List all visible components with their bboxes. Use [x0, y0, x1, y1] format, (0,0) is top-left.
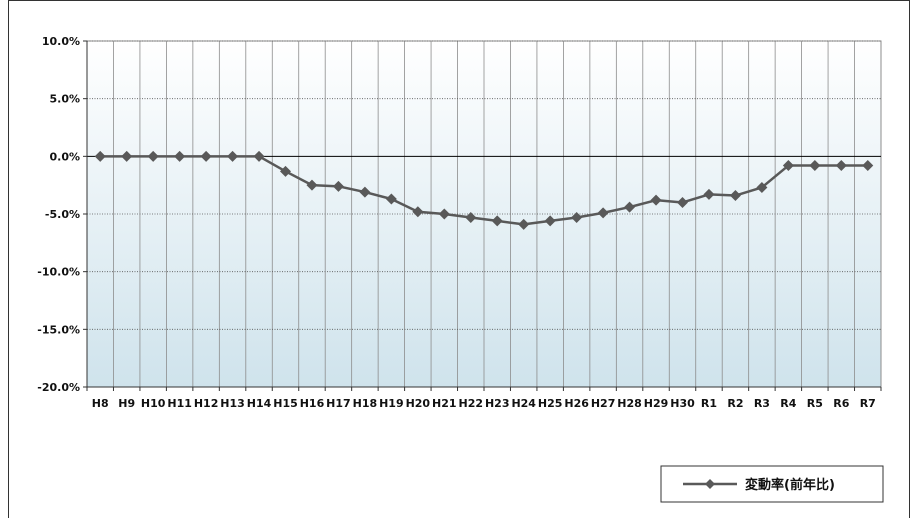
x-tick-label: H9 — [118, 397, 135, 410]
data-point — [703, 188, 715, 200]
x-tick-label: R2 — [727, 397, 743, 410]
legend-marker — [705, 479, 715, 489]
y-tick-label: -20.0% — [37, 381, 80, 394]
x-tick-label: H28 — [617, 397, 642, 410]
x-tick-label: H13 — [220, 397, 245, 410]
x-tick-label: H10 — [141, 397, 166, 410]
x-tick-label: R4 — [780, 397, 796, 410]
x-tick-label: R5 — [807, 397, 823, 410]
x-tick-label: H30 — [670, 397, 695, 410]
data-point — [756, 181, 768, 193]
data-point — [544, 215, 556, 227]
x-tick-label: H26 — [564, 397, 589, 410]
x-tick-label: H18 — [353, 397, 378, 410]
data-point — [332, 180, 344, 192]
data-point — [571, 211, 583, 223]
x-tick-label: H8 — [92, 397, 109, 410]
data-point — [835, 160, 847, 172]
x-tick-label: H20 — [406, 397, 431, 410]
data-point — [306, 179, 318, 191]
data-point — [491, 215, 503, 227]
data-point — [280, 165, 291, 177]
y-tick-label: -10.0% — [37, 266, 80, 279]
data-point — [677, 196, 688, 208]
y-tick-label: 0.0% — [49, 150, 80, 163]
y-axis: 10.0% 5.0% 0.0% -5.0% -10.0% -15.0% -20.0% — [37, 35, 88, 394]
data-point — [650, 194, 662, 206]
x-tick-label: H23 — [485, 397, 510, 410]
y-tick-label: 5.0% — [49, 93, 80, 106]
series-layer — [94, 150, 874, 230]
x-tick-label: H12 — [194, 397, 219, 410]
data-point — [94, 150, 106, 162]
x-tick-label: H11 — [167, 397, 192, 410]
x-axis: H8 H9 H10 H11 H12 H13 H14 H15 H16 H17 H18 H19 H20 H21… — [86, 386, 882, 410]
data-point — [359, 186, 371, 198]
data-point — [809, 160, 821, 172]
data-point — [862, 160, 874, 172]
x-tick-label: R1 — [701, 397, 717, 410]
x-tick-label: H27 — [591, 397, 616, 410]
data-point — [174, 150, 186, 162]
x-tick-label: R3 — [754, 397, 770, 410]
x-tick-label: H24 — [511, 397, 536, 410]
data-point — [147, 150, 159, 162]
data-point — [438, 208, 450, 220]
data-point — [227, 150, 239, 162]
data-point — [624, 201, 636, 213]
y-tick-label: -5.0% — [45, 208, 80, 221]
x-tick-label: H22 — [459, 397, 484, 410]
x-tick-label: H15 — [273, 397, 298, 410]
data-point — [597, 207, 609, 219]
y-tick-label: 10.0% — [42, 35, 80, 48]
x-tick-label: H29 — [644, 397, 669, 410]
data-point — [729, 190, 741, 202]
y-tick-label: -15.0% — [37, 323, 80, 336]
data-point — [518, 218, 530, 230]
x-tick-label: H25 — [538, 397, 563, 410]
x-tick-label: H16 — [300, 397, 325, 410]
x-tick-label: R6 — [833, 397, 849, 410]
data-point — [121, 150, 133, 162]
x-tick-label: R7 — [860, 397, 876, 410]
line-chart: 10.0%5.0%0.0%-5.0%-10.0%-15.0%-20.0% H8 H… — [37, 35, 884, 503]
data-point — [200, 150, 212, 162]
data-point — [385, 193, 397, 205]
chart-frame: 10.0% 5.0% 0.0% -5.0% -10.0% -15.0% -20.0% H8 H… — [8, 0, 910, 518]
x-tick-label: H14 — [247, 397, 272, 410]
data-point — [782, 160, 794, 172]
x-tick-label: H17 — [326, 397, 351, 410]
legend-label: 変動率(前年比) — [745, 477, 835, 493]
x-tick-label: H21 — [432, 397, 457, 410]
data-point — [412, 206, 424, 218]
data-point — [465, 211, 477, 223]
x-tick-label: H19 — [379, 397, 404, 410]
legend: 変動率(前年比) — [660, 465, 884, 503]
